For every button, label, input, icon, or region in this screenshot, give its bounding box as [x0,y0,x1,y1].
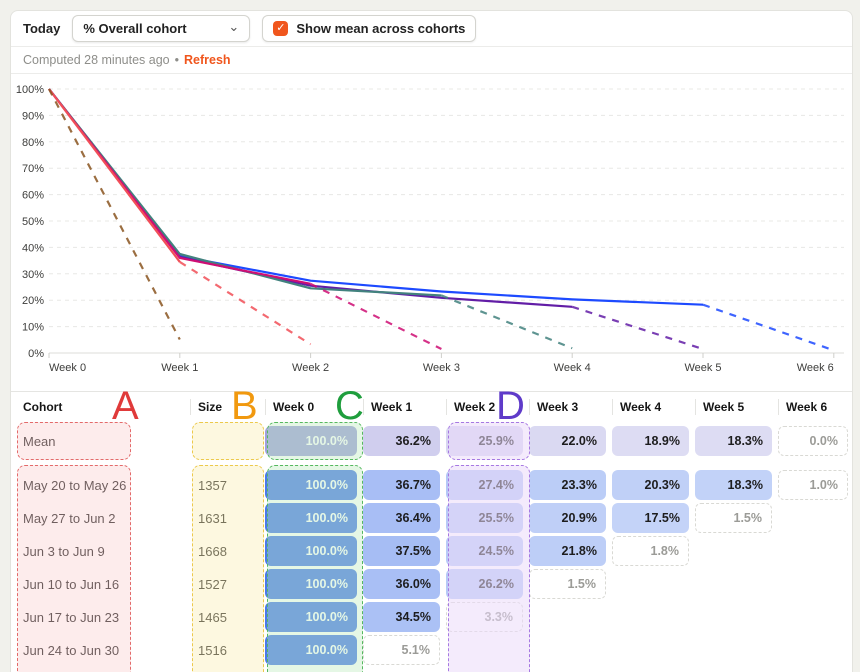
svg-text:50%: 50% [22,216,44,228]
retention-cell: 1.5% [529,569,606,599]
retention-cell: 100.0% [265,536,357,566]
chart-canvas: 0% 10% 20% 30% 40% 50% 60% 70% 80% 90% 100% Week 0 W… [16,84,844,374]
cohort-size: 1357 [198,477,227,493]
retention-cell: 1.0% [778,470,848,500]
checkbox-checked-icon: ✓ [273,21,289,36]
table-row: May 27 to Jun 2 1631 100.0% 36.4% 25.5% 20.9%… [11,503,852,533]
svg-text:40%: 40% [22,242,44,254]
svg-text:Week 3: Week 3 [423,362,460,374]
retention-cell: 5.1% [363,635,440,665]
retention-cell: 24.5% [446,536,523,566]
retention-cell: 25.5% [446,503,523,533]
column-header-week-4: Week 4 [612,392,695,422]
table-row: Jun 24 to Jun 30 1516 100.0% 5.1% [11,635,852,665]
date-filter[interactable]: Today [23,21,61,36]
table-row: Jun 10 to Jun 16 1527 100.0% 36.0% 26.2% 1.5% [11,569,852,599]
svg-text:10%: 10% [22,322,44,334]
svg-text:80%: 80% [22,137,44,149]
column-header-size: Size [190,392,265,422]
cohort-size: 1465 [198,609,227,625]
cohort-size: 1516 [198,642,227,658]
retention-cell: 36.0% [363,569,440,599]
controls-row: Today % Overall cohort ⌄ ✓ Show mean acr… [11,11,852,47]
svg-text:Week 6: Week 6 [797,362,834,374]
table-row: Jun 17 to Jun 23 1465 100.0% 34.5% 3.3% [11,602,852,632]
svg-text:Week 2: Week 2 [292,362,329,374]
retention-cell: 18.3% [695,426,772,456]
status-row: Computed 28 minutes ago • Refresh [11,47,852,74]
svg-text:100%: 100% [16,84,44,96]
retention-cell: 21.8% [529,536,606,566]
retention-cell: 36.7% [363,470,440,500]
svg-text:Week 1: Week 1 [161,362,198,374]
retention-cell: 1.8% [612,536,689,566]
retention-cell: 17.5% [612,503,689,533]
retention-cell: 20.9% [529,503,606,533]
column-header-week-6: Week 6 [778,392,854,422]
retention-cell: 36.2% [363,426,440,456]
retention-insight-card: Today % Overall cohort ⌄ ✓ Show mean acr… [10,10,853,672]
table-row: Jun 3 to Jun 9 1668 100.0% 37.5% 24.5% 21.8% 1… [11,536,852,566]
column-header-week-5: Week 5 [695,392,778,422]
cohort-size: 1668 [198,543,227,559]
retention-cell: 0.0% [778,426,848,456]
column-header-week-3: Week 3 [529,392,612,422]
cohort-label: May 27 to Jun 2 [23,510,116,526]
retention-table: A B C D Cohort Size Week 0 Week 1 Week 2 Week… [11,386,852,672]
svg-text:0%: 0% [28,348,44,360]
show-mean-label: Show mean across cohorts [296,21,466,36]
retention-cell: 20.3% [612,470,689,500]
mean-row-label: Mean [23,433,56,449]
cohort-label: Jun 24 to Jun 30 [23,642,120,658]
cohort-label: Jun 10 to Jun 16 [23,576,120,592]
cohort-size: 1631 [198,510,227,526]
retention-cell: 100.0% [265,635,357,665]
column-header-week-1: Week 1 [363,392,446,422]
show-mean-checkbox[interactable]: ✓ Show mean across cohorts [262,15,477,42]
retention-cell: 100.0% [265,503,357,533]
svg-text:Week 0: Week 0 [49,362,86,374]
retention-cell: 37.5% [363,536,440,566]
retention-line-chart: 0% 10% 20% 30% 40% 50% 60% 70% 80% 90% 100% Week 0 W… [11,74,852,391]
computed-status-text: Computed 28 minutes ago [23,53,170,67]
chevron-down-icon: ⌄ [228,19,240,34]
retention-cell: 25.9% [446,426,523,456]
retention-cell: 3.3% [446,602,523,632]
column-header-week-0: Week 0 [265,392,363,422]
retention-cell: 23.3% [529,470,606,500]
cohort-size: 1527 [198,576,227,592]
retention-cell: 34.5% [363,602,440,632]
retention-cell: 26.2% [446,569,523,599]
svg-text:70%: 70% [22,163,44,175]
mean-row: Mean 100.0% 36.2% 25.9% 22.0% 18.9% 18.3% 0.0% [11,426,852,456]
retention-cell: 100.0% [265,602,357,632]
column-header-week-2: Week 2 [446,392,529,422]
table-row: May 20 to May 26 1357 100.0% 36.7% 27.4% 23.3… [11,470,852,500]
retention-cell: 27.4% [446,470,523,500]
svg-text:60%: 60% [22,190,44,202]
table-header-row: Cohort Size Week 0 Week 1 Week 2 Week 3 Week 4… [11,392,852,422]
svg-text:90%: 90% [22,110,44,122]
svg-text:Week 4: Week 4 [554,362,591,374]
retention-metric-select[interactable]: % Overall cohort ⌄ [72,15,251,42]
retention-cell: 18.3% [695,470,772,500]
retention-cell: 100.0% [265,426,357,456]
retention-cell: 36.4% [363,503,440,533]
cohort-label: Jun 3 to Jun 9 [23,543,105,559]
retention-cell: 1.5% [695,503,772,533]
retention-cell: 100.0% [265,569,357,599]
column-header-cohort: Cohort [23,400,63,414]
retention-cell: 100.0% [265,470,357,500]
cohort-label: May 20 to May 26 [23,477,127,493]
status-separator: • [174,53,180,67]
retention-cell: 18.9% [612,426,689,456]
svg-text:30%: 30% [22,269,44,281]
cohort-label: Jun 17 to Jun 23 [23,609,120,625]
retention-cell: 22.0% [529,426,606,456]
refresh-link[interactable]: Refresh [184,53,231,67]
svg-text:Week 5: Week 5 [684,362,721,374]
svg-text:20%: 20% [22,295,44,307]
retention-metric-value: % Overall cohort [83,21,187,36]
cohort-rows: May 20 to May 26 1357 100.0% 36.7% 27.4% 23.3… [11,470,852,665]
